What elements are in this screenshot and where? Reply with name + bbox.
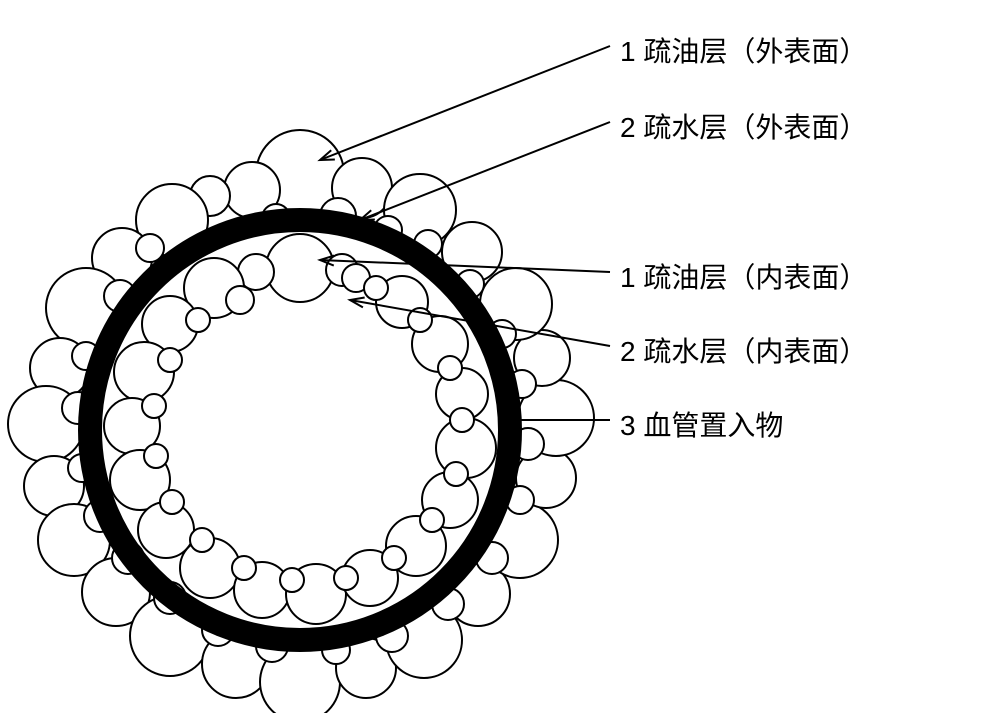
inner-bubble [444, 462, 468, 486]
inner-bubble [232, 556, 256, 580]
leader-line [320, 46, 610, 160]
inner-bubble [142, 394, 166, 418]
outer-bubble [136, 234, 164, 262]
label-1-inner-oleophobic: 1 疏油层（内表面） [620, 256, 867, 296]
label-2-outer-hydrophobic: 2 疏水层（外表面） [620, 106, 867, 146]
inner-bubble [186, 308, 210, 332]
inner-bubble [280, 568, 304, 592]
inner-bubble [160, 490, 184, 514]
inner-bubble-layer [104, 234, 496, 624]
inner-bubble [144, 444, 168, 468]
inner-bubble [450, 408, 474, 432]
inner-bubble [334, 566, 358, 590]
inner-bubble [226, 286, 254, 314]
label-1-outer-oleophobic: 1 疏油层（外表面） [620, 30, 867, 70]
inner-bubble [266, 234, 334, 302]
inner-bubble [158, 348, 182, 372]
inner-bubble [420, 508, 444, 532]
inner-bubble [382, 546, 406, 570]
label-3-vascular-implant: 3 血管置入物 [620, 404, 783, 444]
diagram-stage: 1 疏油层（外表面） 2 疏水层（外表面） 1 疏油层（内表面） 2 疏水层（内… [0, 0, 1000, 713]
leader-line [360, 122, 610, 220]
inner-bubble [190, 528, 214, 552]
inner-bubble [438, 356, 462, 380]
label-2-inner-hydrophobic: 2 疏水层（内表面） [620, 330, 867, 370]
inner-bubble [364, 276, 388, 300]
